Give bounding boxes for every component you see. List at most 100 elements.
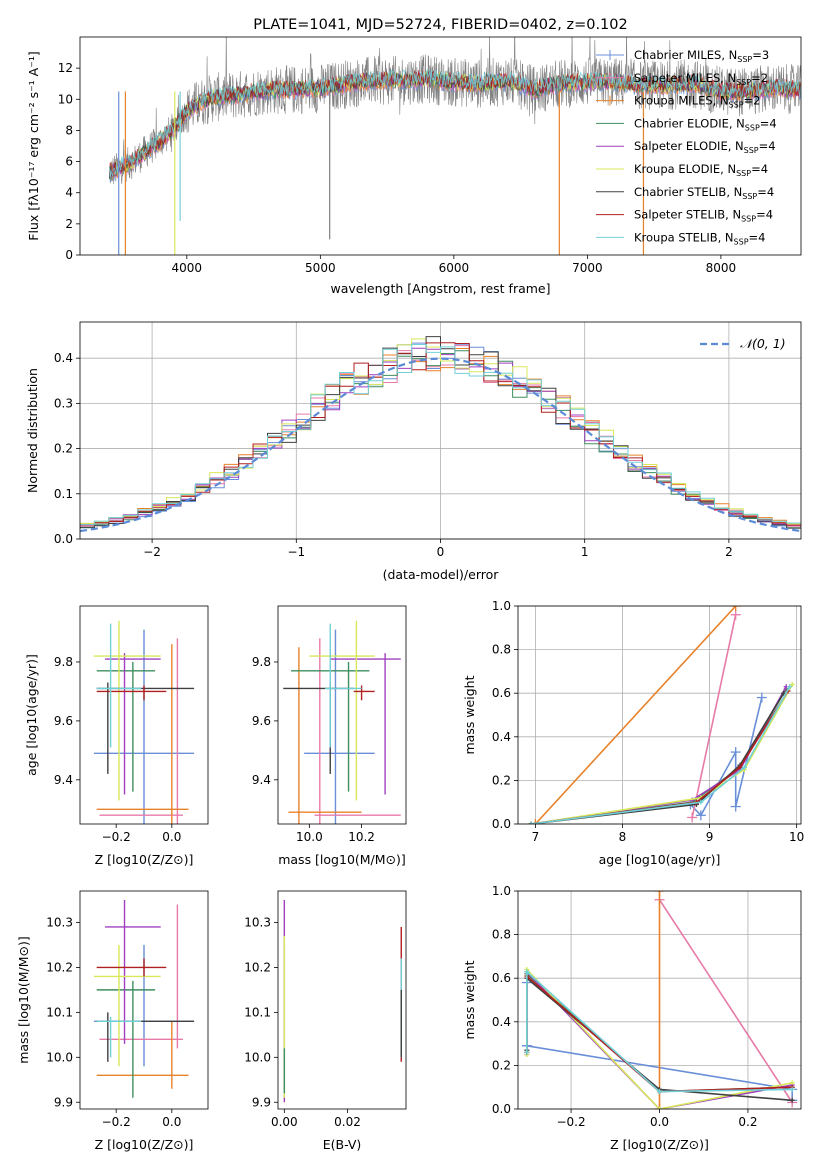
plot-area (93, 620, 195, 824)
x-axis-label: mass [log10(M/M⊙)] (278, 852, 406, 867)
plot-area (80, 336, 801, 533)
axes-frame (517, 890, 802, 1110)
x-tick-label: −1 (287, 545, 305, 559)
x-tick-label: 7 (532, 830, 540, 844)
y-tick-label: 0.1 (54, 487, 73, 501)
y-tick-label: 10.0 (244, 1050, 271, 1064)
x-tick-label: 0 (437, 545, 445, 559)
x-axis-label: wavelength [Angstrom, rest frame] (330, 281, 550, 296)
histogram-series (80, 342, 801, 526)
gaussian-curve (80, 357, 801, 533)
y-tick-label: 10.3 (46, 915, 73, 929)
y-tick-label: 10.2 (46, 960, 73, 974)
x-axis-label: Z [log10(Z/Z⊙)] (95, 1137, 194, 1152)
weight-line (691, 614, 737, 818)
y-tick-label: 0.4 (54, 351, 73, 365)
axes-frame (277, 605, 407, 825)
model-spectrum (109, 69, 801, 177)
legend-entry: Kroupa MILES, NSSP=2 (634, 94, 760, 110)
x-axis-label: Z [log10(Z/Z⊙)] (95, 852, 194, 867)
legend-entry: Chabrier STELIB, NSSP=4 (634, 185, 774, 201)
age-vs-metallicity-panel: −0.2 0.0 9.4 9.6 9.8 Z [log10(Z/Z⊙)] age [log1… (24, 605, 209, 867)
y-axis-label: age [log10(age/yr)] (24, 654, 39, 776)
axes-frame (79, 36, 802, 256)
plot-area (93, 899, 195, 1098)
y-tick-label: 10.3 (244, 915, 271, 929)
x-axis-label: age [log10(age/yr)] (599, 852, 721, 867)
axes-frame (79, 890, 209, 1110)
x-axis-label: (data-model)/error (383, 567, 500, 582)
y-tick-label: 10.1 (244, 1005, 271, 1019)
y-tick-label: 0.0 (54, 532, 73, 546)
x-tick-label: 4000 (172, 261, 203, 275)
y-tick-label: 0.2 (54, 442, 73, 456)
y-axis-label: Normed distribution (25, 368, 40, 493)
x-tick-label: 10.0 (296, 830, 323, 844)
y-tick-label: 0.6 (492, 686, 511, 700)
weight-vs-age-panel: 7 8 9 10 0.0 0.2 0.4 0.6 0.8 1.0 age [log10(age/yr… (462, 599, 804, 867)
x-tick-label: 0.02 (334, 1115, 361, 1129)
x-tick-label: 0.0 (162, 1115, 181, 1129)
y-tick-label: 0.0 (492, 1102, 511, 1116)
x-tick-label: 2 (725, 545, 733, 559)
y-tick-label: 1.0 (492, 599, 511, 613)
residuals-panel: −2 −1 0 1 2 0.0 0.1 0.2 0.3 0.4 (data-model)/error… (25, 321, 802, 582)
x-tick-label: 0.2 (738, 1115, 757, 1129)
x-tick-label: −0.2 (102, 1115, 131, 1129)
plot-area (283, 899, 402, 1103)
plot-area (283, 620, 401, 824)
histogram-series (80, 338, 801, 525)
weight-line (658, 899, 793, 1103)
plot-area (528, 606, 795, 824)
x-tick-label: 0.0 (650, 1115, 669, 1129)
y-tick-label: 9.8 (54, 655, 73, 669)
y-tick-label: 9.9 (252, 1095, 271, 1109)
y-tick-label: 10.1 (46, 1005, 73, 1019)
y-tick-label: 9.4 (252, 773, 271, 787)
y-tick-label: 0.8 (492, 928, 511, 942)
legend-entry: Chabrier ELODIE, NSSP=4 (634, 116, 777, 132)
weight-line (530, 686, 791, 824)
x-tick-label: 7000 (572, 261, 603, 275)
legend-entry: Chabrier MILES, NSSP=3 (634, 48, 769, 64)
spectrum-panel: 4000 5000 6000 7000 8000 0 2 4 6 8 10 12 PLATE=1041,… (26, 17, 802, 296)
legend-entry: Kroupa ELODIE, NSSP=4 (634, 162, 768, 178)
y-tick-label: 10.2 (244, 960, 271, 974)
chart-title: PLATE=1041, MJD=52724, FIBERID=0402, z=0… (253, 17, 627, 33)
plot-area (109, 37, 801, 255)
y-tick-label: 0.2 (492, 1058, 511, 1072)
histogram-series (80, 344, 801, 526)
y-tick-label: 1.0 (492, 884, 511, 898)
y-tick-label: 0.0 (492, 817, 511, 831)
y-tick-label: 6 (65, 155, 73, 169)
y-tick-label: 2 (65, 217, 73, 231)
y-tick-label: 0.6 (492, 971, 511, 985)
x-tick-label: 10 (789, 830, 804, 844)
y-tick-label: 9.6 (54, 714, 73, 728)
y-tick-label: 0 (65, 248, 73, 262)
weight-line (534, 606, 737, 824)
y-tick-label: 10.0 (46, 1050, 73, 1064)
y-tick-label: 9.4 (54, 773, 73, 787)
y-tick-label: 0.4 (492, 1015, 511, 1029)
x-tick-label: 5000 (305, 261, 336, 275)
x-tick-label: 8 (619, 830, 627, 844)
weight-vs-metallicity-panel: −0.2 0.0 0.2 0.0 0.2 0.4 0.6 0.8 1.0 Z [log10(Z/Z… (462, 884, 802, 1152)
y-tick-label: 8 (65, 123, 73, 137)
y-tick-label: 0.3 (54, 396, 73, 410)
weight-line (526, 969, 793, 1093)
observed-spectrum (109, 37, 801, 185)
weight-line (530, 684, 793, 824)
legend-entry: Salpeter STELIB, NSSP=4 (634, 208, 773, 224)
histogram-series (80, 348, 801, 525)
legend-entry: Kroupa STELIB, NSSP=4 (634, 230, 765, 246)
x-tick-label: 0.00 (271, 1115, 298, 1129)
y-tick-label: 9.9 (54, 1095, 73, 1109)
y-tick-label: 10 (58, 92, 73, 106)
y-axis-label: mass weight (462, 675, 477, 754)
axes-frame (517, 605, 802, 825)
y-tick-label: 0.8 (492, 643, 511, 657)
y-tick-label: 9.8 (252, 655, 271, 669)
x-tick-label: −2 (143, 545, 161, 559)
